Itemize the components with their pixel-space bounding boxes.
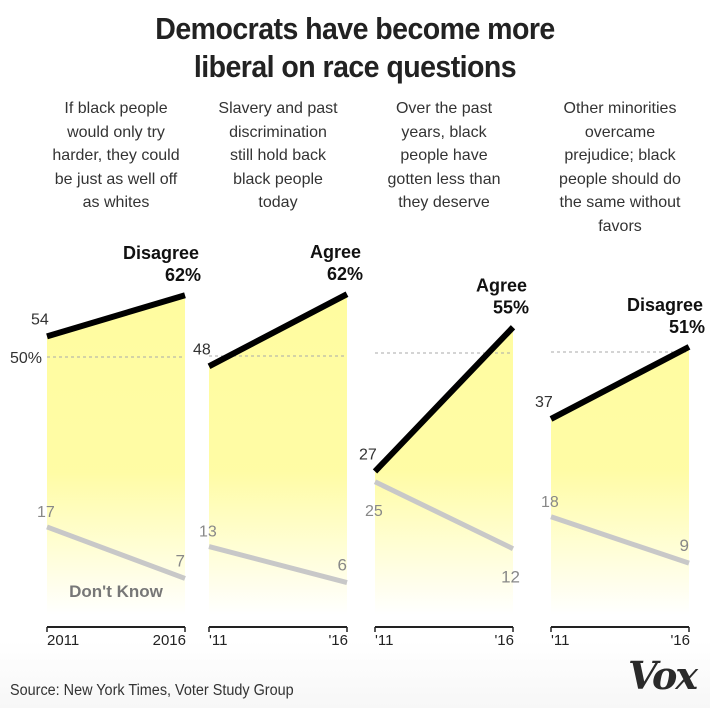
source-note: Source: New York Times, Voter Study Grou… (10, 682, 294, 699)
question-line: the same without (559, 194, 681, 211)
panel-1-x-tick-label-end: 2016 (153, 632, 186, 649)
panel-4-dont-know-end-label: 9 (680, 536, 689, 555)
panel-1-main-start-label: 54 (31, 311, 49, 328)
panel-4-main-end-label: 51% (669, 317, 705, 337)
question-line: black people (233, 170, 323, 188)
panel-3-main-end-label: 55% (493, 297, 529, 317)
title-line-1: Democrats have become more (155, 11, 555, 46)
panel-4-main-start-label: 37 (535, 394, 553, 411)
panel-3-dont-know-end-label: 12 (501, 568, 520, 587)
panel-2-dont-know-start-label: 13 (199, 524, 217, 541)
footer-band (0, 640, 710, 708)
question-line: they deserve (398, 194, 490, 211)
panel-2-area-fill (209, 294, 347, 615)
panel-3-dont-know-start-label: 25 (365, 503, 383, 520)
title-line-2: liberal on race questions (193, 49, 517, 84)
question-line: people have (400, 147, 488, 164)
panel-3-question: Over the past years, black people have g… (359, 97, 529, 215)
question-line: Slavery and past (218, 100, 338, 117)
dont-know-label: Don't Know (69, 582, 164, 601)
question-line: would only try (67, 123, 165, 141)
panel-1-dont-know-end-label: 7 (176, 551, 185, 570)
panel-4-dont-know-start-label: 18 (541, 494, 559, 511)
panel-3-main-line (372, 325, 516, 474)
question-line: years, black (401, 123, 487, 141)
panel-1-dont-know-start-label: 17 (37, 504, 55, 521)
question-line: be just as well off (54, 170, 178, 188)
panel-2-main-start-label: 48 (193, 341, 211, 358)
panel-2-series-name: Agree (310, 242, 361, 262)
vox-logo: Vox (628, 653, 698, 698)
question-line: as whites (82, 194, 150, 211)
panel-4-x-tick-label-end: '16 (670, 632, 690, 649)
question-line: favors (598, 217, 642, 235)
panel-4-main-line (549, 344, 691, 422)
panel-4-area-fill (551, 346, 689, 615)
panel-2-x-tick-label-start: '11 (209, 632, 227, 649)
panel-2-dont-know-end-label: 6 (338, 556, 347, 575)
question-line: prejudice; black (564, 147, 676, 164)
panel-1-x-tick-label-start: 2011 (47, 632, 79, 649)
panel-2-main-end-label: 62% (327, 264, 363, 284)
reference-label: 50% (10, 350, 42, 367)
panel-1-question: If black people would only try harder, t… (31, 97, 201, 215)
question-line: today (258, 194, 298, 211)
panel-3-series-name: Agree (476, 275, 527, 295)
panel-2-question: Slavery and past discrimination still ho… (193, 97, 363, 215)
panel-4-x-tick-label-start: '11 (551, 632, 569, 649)
question-line: people should do (559, 170, 681, 188)
question-line: overcame (584, 123, 656, 141)
panel-1-main-end-label: 62% (165, 265, 201, 285)
panel-1-main-line (46, 292, 186, 340)
panel-3-dont-know-line (373, 479, 515, 551)
panel-3-x-tick-label-end: '16 (494, 632, 514, 649)
question-line: gotten less than (387, 170, 501, 188)
question-line: Over the past (395, 100, 493, 117)
panel-4-dont-know-line (550, 514, 690, 566)
question-line: harder, they could (52, 147, 180, 164)
question-line: Other minorities (563, 100, 677, 117)
panel-4-series-name: Disagree (627, 295, 703, 315)
question-line: If black people (64, 100, 168, 117)
panel-1-dont-know-line (46, 524, 186, 581)
panel-3-area-fill (375, 327, 513, 615)
panel-3-x-tick-label-start: '11 (375, 632, 393, 649)
panel-2-dont-know-line (208, 544, 348, 586)
panel-1-series-name: Disagree (123, 243, 199, 263)
panel-2-x-tick-label-end: '16 (328, 632, 348, 649)
panel-1-area-fill (47, 295, 185, 615)
panel-4-question: Other minorities overcame prejudice; bla… (535, 97, 705, 238)
chart-title: Democrats have become more liberal on ra… (28, 10, 681, 86)
question-line: discrimination (229, 123, 327, 141)
panel-3-main-start-label: 27 (359, 446, 377, 463)
panel-2-main-line (207, 291, 349, 369)
question-line: still hold back (229, 147, 327, 164)
